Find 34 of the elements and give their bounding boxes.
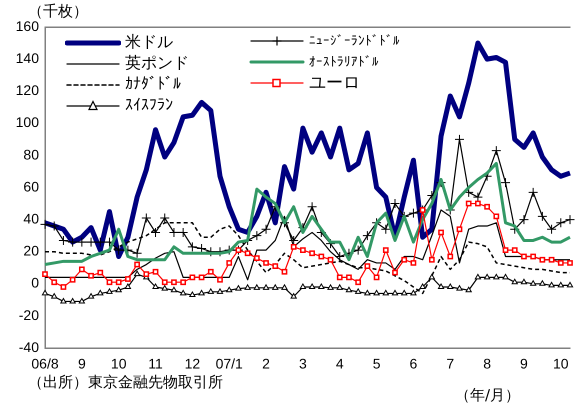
x-tick-label: 07/1 [216, 355, 244, 372]
x-tick-label: 7 [446, 355, 454, 372]
y-tick-label: 140 [16, 50, 40, 66]
x-tick-label: 8 [483, 355, 492, 372]
legend-label: ｶﾅﾀﾞﾄﾞﾙ [125, 74, 181, 93]
legend-label: ﾆｭｰｼﾞｰﾗﾝﾄﾞﾄﾞﾙ [309, 34, 400, 49]
y-tick-label: -20 [18, 306, 40, 323]
y-tick-label: 0 [31, 274, 40, 291]
legend-label: ユーロ [309, 73, 360, 93]
legend-label: ｽｲｽﾌﾗﾝ [125, 95, 173, 114]
y-tick-label: 80 [23, 146, 40, 162]
x-tick-label: 11 [148, 355, 163, 372]
x-tick-label: 6 [410, 355, 418, 372]
y-tick-label: 120 [16, 82, 40, 98]
x-tick-label: 9 [78, 355, 86, 372]
x-tick-label: 4 [336, 355, 344, 372]
x-tick-label: 5 [372, 355, 381, 372]
y-tick-label: 40 [23, 210, 40, 226]
y-tick-label: 100 [16, 114, 40, 130]
legend-label: ｵｰｽﾄﾗﾘｱﾄﾞﾙ [309, 55, 379, 70]
text: （年/月） [455, 386, 520, 405]
x-tick-label: 10 [110, 355, 127, 372]
legend-label: 米ドル [125, 32, 173, 51]
legend-label: 英ポンド [125, 53, 189, 72]
y-tick-label: -40 [18, 338, 40, 355]
x-tick-label: 2 [262, 355, 270, 372]
y-tick-label: 60 [23, 178, 40, 194]
x-tick-label: 10 [553, 355, 569, 372]
text: （出所）東京金融先物取引所 [28, 373, 223, 392]
x-tick-label: 9 [520, 355, 528, 372]
x-tick-label: 12 [184, 355, 200, 372]
y-tick-label: 20 [23, 242, 40, 259]
x-tick-label: 06/8 [31, 355, 59, 372]
x-tick-label: 3 [298, 355, 307, 372]
